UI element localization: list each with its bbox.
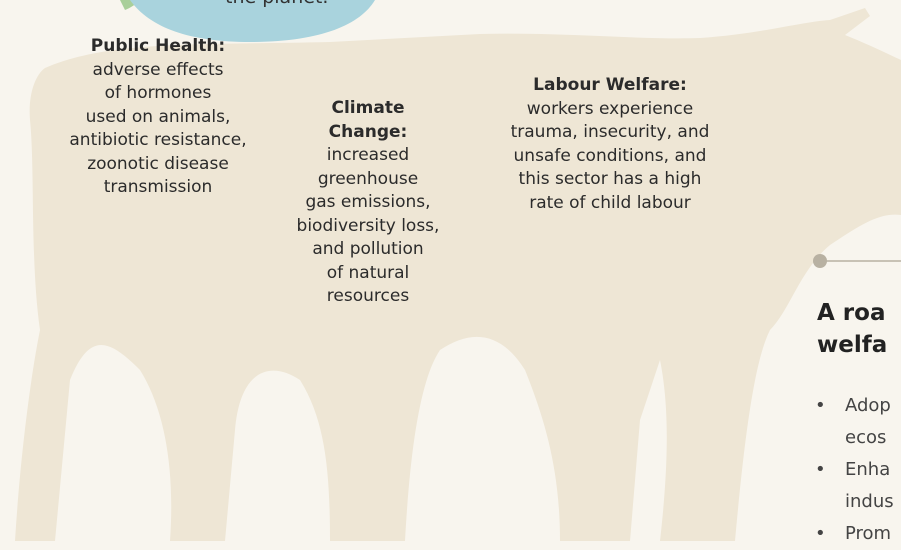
bullet-line: Adop• bbox=[815, 390, 894, 422]
section-line: used on animals, bbox=[38, 106, 278, 130]
bullet-line: Enha• bbox=[815, 454, 894, 486]
section-line: trauma, insecurity, and bbox=[480, 121, 740, 145]
page: the planet. Public Health:adverse effect… bbox=[0, 0, 901, 541]
bullet-line: ecos bbox=[815, 422, 894, 454]
roadmap-title-line: A roa bbox=[817, 297, 887, 329]
section-line: gas emissions, bbox=[278, 191, 458, 215]
section-line: antibiotic resistance, bbox=[38, 129, 278, 153]
bullet-line: Prom• bbox=[815, 518, 894, 550]
section-line: zoonotic disease bbox=[38, 153, 278, 177]
section-title: Public Health: bbox=[38, 35, 278, 59]
bullet-dot: • bbox=[815, 518, 826, 550]
section-title: Climate bbox=[278, 97, 458, 121]
section-title: Change: bbox=[278, 121, 458, 145]
roadmap-title-line: welfa bbox=[817, 329, 887, 361]
section-line: this sector has a high bbox=[480, 168, 740, 192]
section-line: biodiversity loss, bbox=[278, 215, 458, 239]
section-title: Labour Welfare: bbox=[480, 74, 740, 98]
section-line: transmission bbox=[38, 176, 278, 200]
divider-dot bbox=[813, 254, 827, 268]
section-line: and pollution bbox=[278, 238, 458, 262]
section-line: unsafe conditions, and bbox=[480, 145, 740, 169]
section-line: resources bbox=[278, 285, 458, 309]
section-line: of hormones bbox=[38, 82, 278, 106]
bullet-dot: • bbox=[815, 454, 826, 486]
section-line: rate of child labour bbox=[480, 192, 740, 216]
section-line: workers experience bbox=[480, 98, 740, 122]
bullet-line: indus bbox=[815, 486, 894, 518]
bullet-dot: • bbox=[815, 390, 826, 422]
section-line: adverse effects bbox=[38, 59, 278, 83]
section-line: greenhouse bbox=[278, 168, 458, 192]
section-line: increased bbox=[278, 144, 458, 168]
section-line: of natural bbox=[278, 262, 458, 286]
planet-text: the planet. bbox=[225, 0, 328, 8]
